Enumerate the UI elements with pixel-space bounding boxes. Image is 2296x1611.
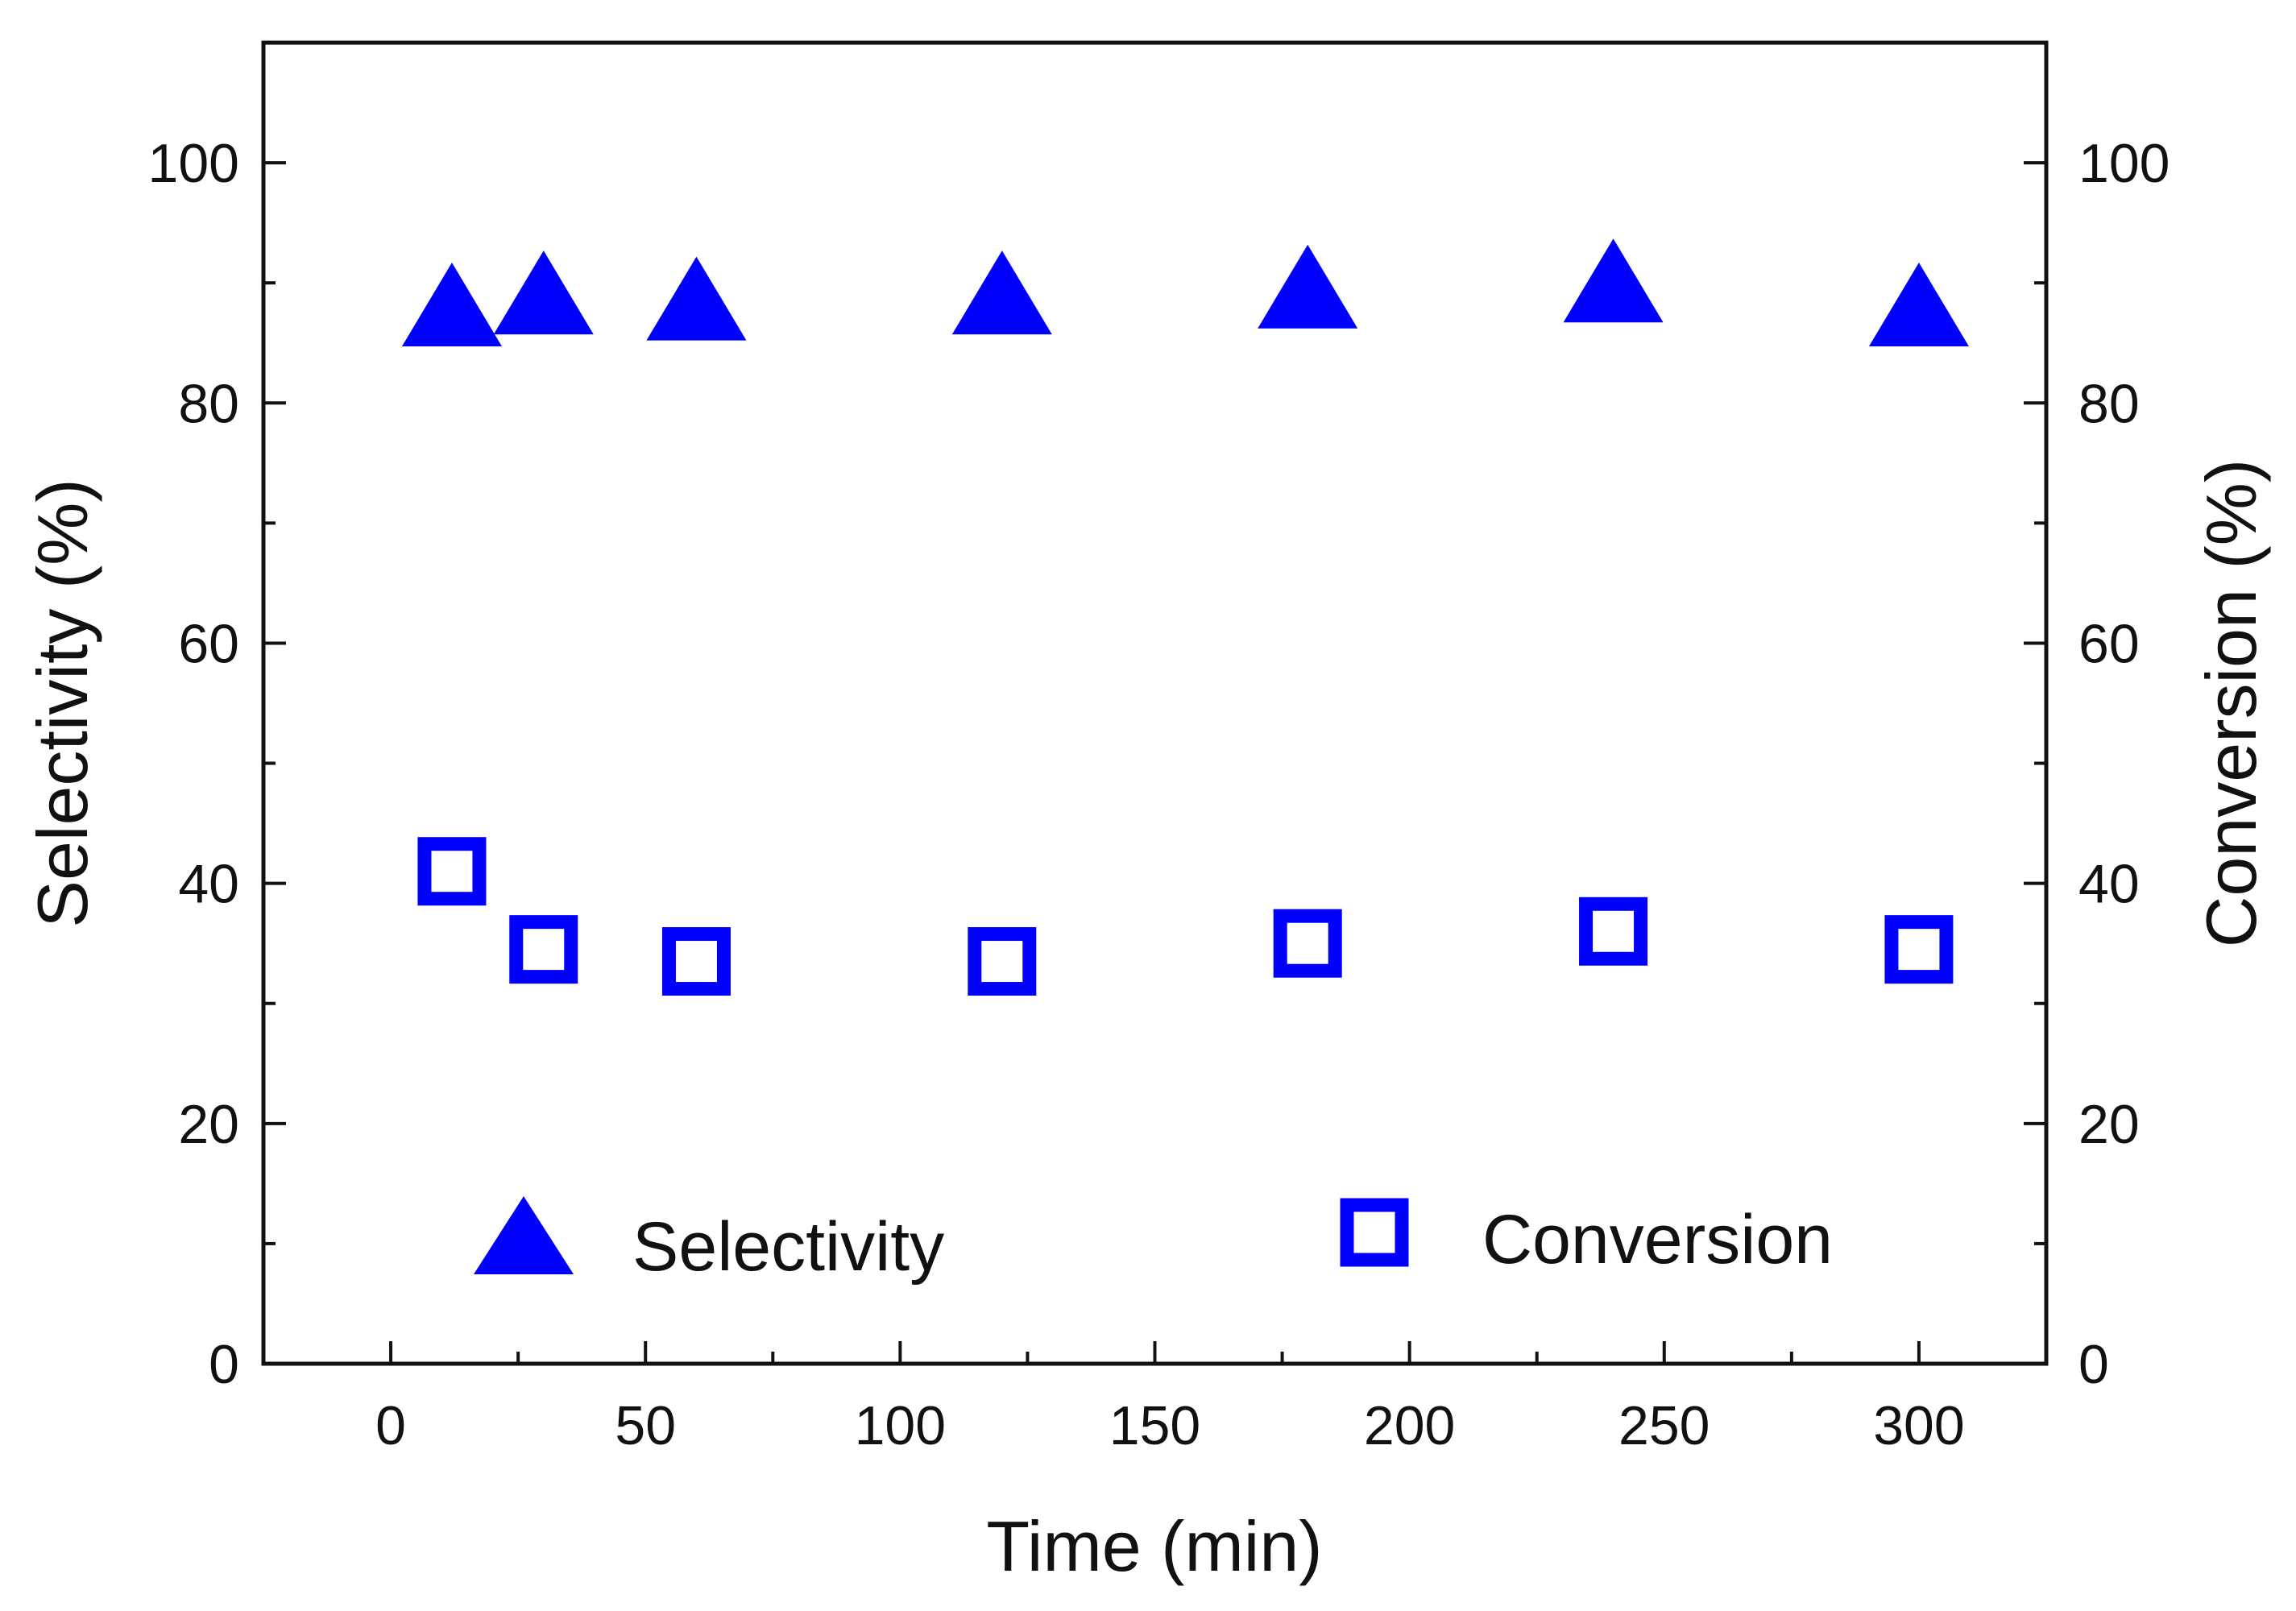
y-tick-label-left: 60 — [178, 613, 239, 674]
conversion-point — [509, 915, 578, 984]
legend: Selectivity Conversion — [474, 1196, 1833, 1286]
axis-ticks — [263, 41, 2046, 1365]
y-tick-label-right: 0 — [2078, 1334, 2109, 1395]
tick-labels: 0 50 100 150 200 250 300 0 0 20 20 40 40 60 60 80 80 100 1… — [148, 133, 2170, 1456]
y-tick-label-left: 20 — [178, 1094, 239, 1155]
y-tick-label-left: 40 — [178, 854, 239, 915]
conversion-point — [417, 837, 487, 906]
y-tick-label-left: 80 — [178, 373, 239, 434]
selectivity-point — [401, 263, 502, 347]
x-tick-label: 200 — [1364, 1395, 1455, 1456]
y-tick-label-right: 20 — [2078, 1094, 2140, 1155]
x-tick-label: 100 — [855, 1395, 946, 1456]
y-tick-label-right: 100 — [2078, 133, 2170, 194]
y-axis-title-left: Selectivity (%) — [23, 478, 102, 927]
selectivity-point — [1868, 263, 1969, 347]
x-tick-label: 250 — [1618, 1395, 1710, 1456]
conversion-point — [661, 927, 731, 996]
selectivity-point — [646, 256, 747, 341]
selectivity-point — [1563, 238, 1664, 323]
data-marks — [401, 238, 1969, 996]
y-tick-label-right: 80 — [2078, 373, 2140, 434]
selectivity-point — [493, 251, 594, 335]
conversion-point — [1884, 915, 1954, 984]
conversion-point — [1273, 909, 1342, 978]
x-tick-label: 150 — [1109, 1395, 1200, 1456]
x-tick-label: 50 — [615, 1395, 676, 1456]
x-tick-label: 0 — [375, 1395, 406, 1456]
x-tick-label: 300 — [1873, 1395, 1964, 1456]
legend-marker-conversion — [1340, 1198, 1409, 1267]
y-tick-label-right: 40 — [2078, 854, 2140, 915]
y-tick-label-left: 0 — [209, 1334, 239, 1395]
y-axis-title-right: Conversion (%) — [2191, 459, 2271, 947]
selectivity-point — [951, 251, 1052, 335]
y-tick-label-right: 60 — [2078, 613, 2140, 674]
x-axis-title: Time (min) — [986, 1506, 1322, 1586]
legend-label-selectivity: Selectivity — [632, 1208, 944, 1286]
conversion-point — [1579, 897, 1648, 966]
legend-label-conversion: Conversion — [1482, 1201, 1833, 1278]
legend-marker-selectivity — [474, 1196, 574, 1274]
conversion-point — [968, 927, 1037, 996]
selectivity-point — [1258, 244, 1358, 329]
y-tick-label-left: 100 — [148, 133, 239, 194]
plot-frame — [261, 40, 2049, 1366]
